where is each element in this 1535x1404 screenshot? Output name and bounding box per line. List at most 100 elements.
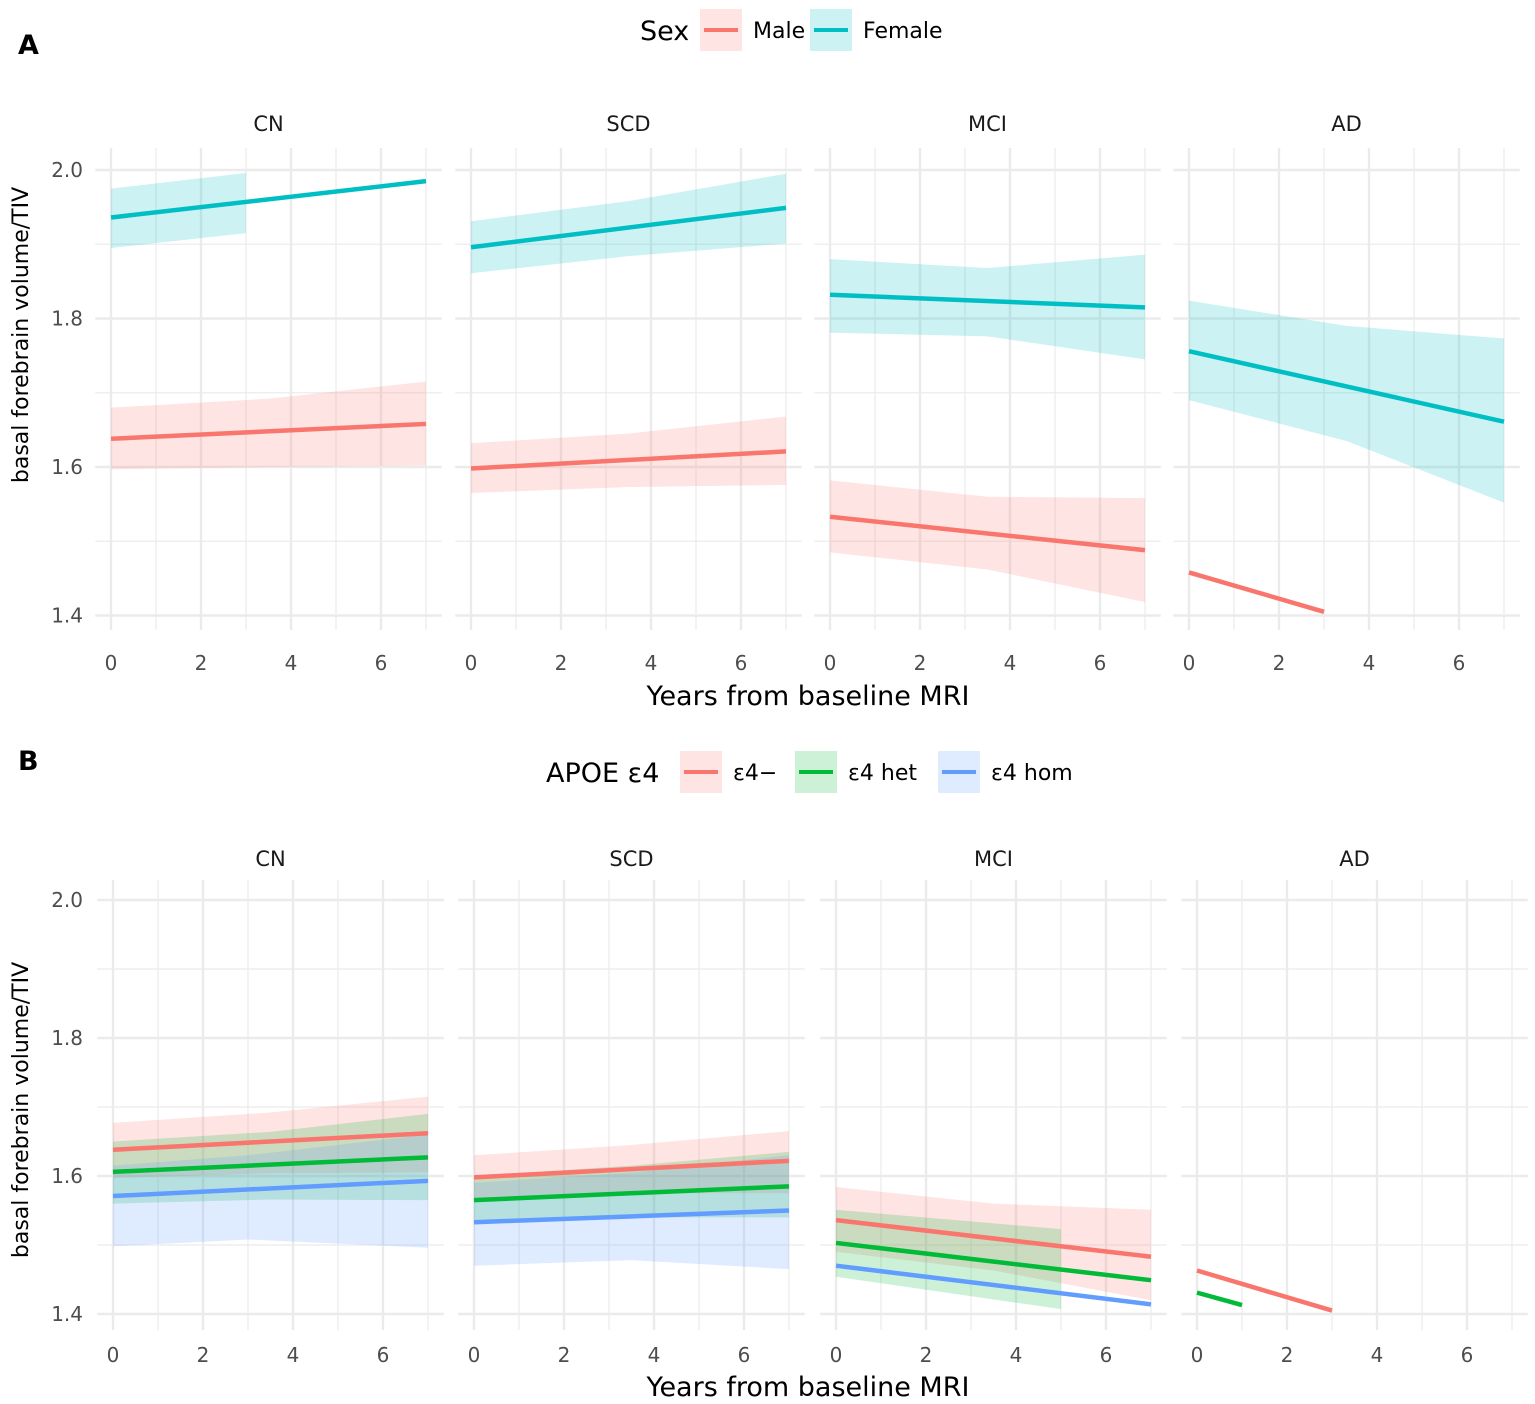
x-tick-label: 0 — [1183, 651, 1196, 675]
x-tick-label: 2 — [920, 1343, 933, 1367]
x-axis-title: Years from baseline MRI — [646, 681, 970, 712]
x-tick-label: 6 — [1100, 1343, 1113, 1367]
x-tick-label: 2 — [558, 1343, 571, 1367]
y-axis-title: basal forebrain volume/TIV — [9, 962, 34, 1258]
ribbon-ε4− — [474, 1131, 789, 1201]
y-tick-label: 1.4 — [51, 604, 83, 628]
x-tick-label: 0 — [468, 1343, 481, 1367]
x-tick-label: 4 — [285, 651, 298, 675]
x-tick-label: 0 — [824, 651, 837, 675]
facet-strip-label: SCD — [609, 847, 653, 871]
x-tick-label: 4 — [1371, 1343, 1384, 1367]
ribbon-Male — [471, 416, 786, 493]
facet-strip-label: MCI — [968, 112, 1007, 136]
y-tick-label: 1.6 — [51, 455, 83, 479]
series-line-Male — [110, 421, 427, 442]
y-tick-label: 2.0 — [51, 158, 83, 182]
series-line-Female — [1188, 348, 1505, 424]
series-line-ε4 hom — [112, 1178, 429, 1199]
x-tick-label: 4 — [645, 651, 658, 675]
x-tick-label: 6 — [1453, 651, 1466, 675]
facet-MCI: MCI 0 2 4 6 — [814, 112, 1161, 675]
series-line-ε4 het — [112, 1155, 429, 1175]
facet-AD: AD 0 2 4 6 — [1181, 847, 1528, 1367]
legend-item: Male — [700, 9, 805, 51]
series-line-Male — [829, 514, 1146, 553]
legend-title: APOE ε4 — [546, 758, 659, 789]
x-tick-label: 2 — [197, 1343, 210, 1367]
ribbon-ε4 hom — [474, 1155, 789, 1270]
x-tick-label: 2 — [1273, 651, 1286, 675]
panel-tag: A — [18, 30, 39, 61]
y-tick-label: 1.6 — [51, 1164, 83, 1188]
series-line-Female — [110, 178, 427, 220]
x-axis-title: Years from baseline MRI — [646, 1372, 970, 1403]
x-tick-label: 4 — [1004, 651, 1017, 675]
panel-A: A Sex Male Female CN 0 2 4 6 SCD 0 2 4 6 MCI 0 2 4 6 AD 0 2 4 6… — [9, 9, 1520, 712]
x-tick-label: 2 — [1281, 1343, 1294, 1367]
series-line-ε4− — [112, 1130, 429, 1153]
facet-SCD: SCD 0 2 4 6 — [455, 112, 802, 675]
ribbon-Female — [830, 254, 1145, 360]
series-line-ε4− — [835, 1217, 1152, 1259]
legend-item: Female — [810, 9, 943, 51]
facet-strip-label: CN — [253, 112, 283, 136]
legend-item: ε4 het — [795, 751, 917, 793]
series-line-Male — [470, 449, 787, 471]
ribbon-ε4− — [113, 1096, 428, 1179]
legend: Sex Male Female — [640, 9, 943, 51]
x-tick-label: 4 — [1363, 651, 1376, 675]
ribbon-Female — [471, 173, 786, 274]
facet-strip-label: AD — [1331, 112, 1362, 136]
x-tick-label: 6 — [738, 1343, 751, 1367]
legend-label: ε4− — [733, 761, 777, 786]
series-line-ε4− — [1196, 1268, 1333, 1313]
legend-label: Female — [863, 19, 943, 44]
legend-title: Sex — [640, 16, 689, 47]
series-line-ε4 het — [473, 1184, 790, 1203]
legend-label: ε4 het — [848, 761, 917, 786]
legend-label: ε4 hom — [991, 761, 1073, 786]
facet-strip-label: AD — [1339, 847, 1370, 871]
facet-AD: AD 0 2 4 6 — [1173, 112, 1520, 675]
x-tick-label: 0 — [830, 1343, 843, 1367]
facet-strip-label: SCD — [606, 112, 650, 136]
y-tick-label: 2.0 — [51, 888, 83, 912]
x-tick-label: 4 — [1010, 1343, 1023, 1367]
legend: APOE ε4 ε4− ε4 het ε4 hom — [546, 751, 1073, 793]
ribbon-Male — [111, 381, 426, 470]
x-tick-label: 4 — [648, 1343, 661, 1367]
ribbon-ε4 het — [474, 1151, 789, 1225]
series-line-ε4 hom — [835, 1263, 1152, 1307]
x-tick-label: 6 — [377, 1343, 390, 1367]
x-tick-label: 0 — [105, 651, 118, 675]
x-tick-label: 4 — [287, 1343, 300, 1367]
legend-item: ε4 hom — [938, 751, 1073, 793]
series-line-Female — [829, 292, 1146, 310]
facet-CN: CN 0 2 4 6 — [97, 847, 444, 1367]
y-tick-label: 1.4 — [51, 1302, 83, 1326]
y-tick-label: 1.8 — [51, 1026, 83, 1050]
legend-item: ε4− — [680, 751, 777, 793]
series-line-ε4 hom — [473, 1208, 790, 1225]
series-line-ε4− — [473, 1158, 790, 1180]
x-tick-label: 6 — [1094, 651, 1107, 675]
series-line-ε4 het — [835, 1240, 1152, 1283]
facet-strip-label: MCI — [974, 847, 1013, 871]
legend-label: Male — [753, 19, 805, 44]
x-tick-label: 2 — [195, 651, 208, 675]
x-tick-label: 0 — [465, 651, 478, 675]
facet-SCD: SCD 0 2 4 6 — [458, 847, 805, 1367]
series-line-Male — [1188, 570, 1325, 614]
x-tick-label: 6 — [1461, 1343, 1474, 1367]
facet-MCI: MCI 0 2 4 6 — [820, 847, 1167, 1367]
ribbon-Female — [1189, 300, 1504, 503]
x-tick-label: 6 — [375, 651, 388, 675]
y-axis-title: basal forebrain volume/TIV — [9, 187, 34, 483]
panel-tag: B — [18, 746, 39, 777]
panel-B: B APOE ε4 ε4− ε4 het ε4 hom CN 0 2 4 6 SCD 0 2 4 6 MCI 0… — [9, 746, 1528, 1403]
ribbon-Male — [830, 480, 1145, 603]
series-line-ε4 het — [1196, 1290, 1243, 1308]
facet-strip-label: CN — [255, 847, 285, 871]
